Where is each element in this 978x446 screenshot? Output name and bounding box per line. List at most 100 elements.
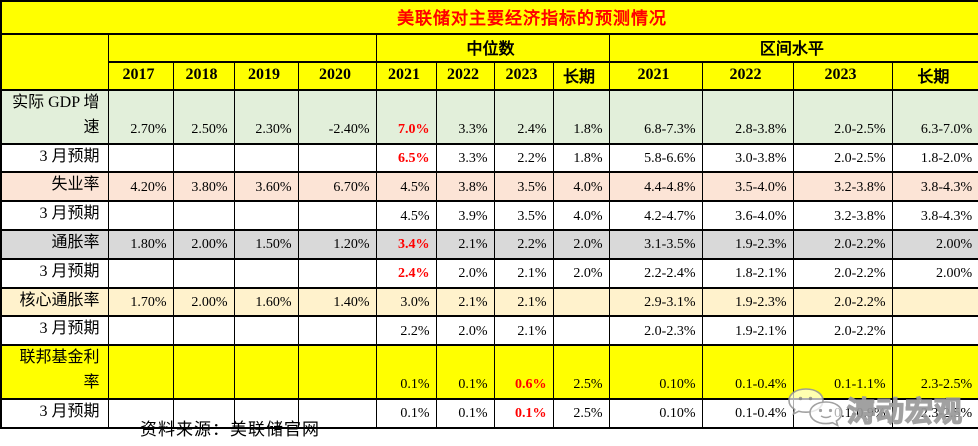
data-cell xyxy=(107,142,174,174)
data-cell: 2.70% xyxy=(107,89,174,145)
data-cell: 2.2% xyxy=(493,228,554,260)
data-cell: 4.0% xyxy=(552,171,610,203)
data-cell: 0.1-0.4% xyxy=(701,344,794,400)
data-cell: 2.8-3.8% xyxy=(701,89,794,145)
data-cell: 1.70% xyxy=(107,286,174,318)
data-cell: 2.2-2.4% xyxy=(608,257,703,289)
data-cell: 1.60% xyxy=(233,286,299,318)
data-cell xyxy=(233,315,299,347)
data-cell xyxy=(107,200,174,231)
data-cell xyxy=(552,286,610,318)
data-cell xyxy=(107,257,174,289)
data-cell: 2.3-2.5% xyxy=(891,397,978,429)
data-cell xyxy=(297,200,377,231)
data-cell: 3.8-4.3% xyxy=(891,171,978,203)
data-cell: 3.60% xyxy=(233,171,299,203)
data-cell: 6.70% xyxy=(297,171,377,203)
data-cell: 2.0-2.5% xyxy=(792,89,893,145)
row-label: 3 月预期 xyxy=(0,315,109,347)
data-cell: 2.0% xyxy=(435,257,495,289)
data-cell xyxy=(172,315,235,347)
range-group-header: 区间水平 xyxy=(608,33,978,63)
data-cell: 2.1% xyxy=(435,228,495,260)
data-cell: 4.20% xyxy=(107,171,174,203)
data-cell: 0.10% xyxy=(608,397,703,429)
year-header: 2018 xyxy=(172,61,235,91)
data-cell: 3.8% xyxy=(435,171,495,203)
data-cell: 1.8% xyxy=(552,142,610,174)
data-cell xyxy=(172,142,235,174)
table-row: 核心通胀率 1.70% 2.00% 1.60% 1.40% 3.0% 2.1% 2.1% 2.9… xyxy=(0,286,978,318)
data-cell: 1.20% xyxy=(297,228,377,260)
table-row: 3 月预期 4.5% 3.9% 3.5% 4.0% 4.2-4.7% 3.6-4.0% 3.2… xyxy=(0,200,978,231)
data-cell xyxy=(107,344,174,400)
data-cell: 2.3-2.5% xyxy=(891,344,978,400)
data-cell xyxy=(297,257,377,289)
data-cell: 1.8-2.1% xyxy=(701,257,794,289)
data-cell: 0.1% xyxy=(375,344,437,400)
data-cell xyxy=(233,257,299,289)
data-cell: 3.5% xyxy=(493,171,554,203)
data-cell: 0.6% xyxy=(493,344,554,400)
year-header: 长期 xyxy=(552,61,610,91)
data-cell: 1.8-2.0% xyxy=(891,142,978,174)
data-cell: 3.80% xyxy=(172,171,235,203)
year-header: 2017 xyxy=(107,61,174,91)
row-label: 核心通胀率 xyxy=(0,286,109,318)
data-cell: 0.1-1.1% xyxy=(792,344,893,400)
data-cell: 2.9-3.1% xyxy=(608,286,703,318)
year-header: 2022 xyxy=(435,61,495,91)
data-cell: 2.1% xyxy=(435,286,495,318)
data-cell: 2.00% xyxy=(891,257,978,289)
data-cell: 3.5-4.0% xyxy=(701,171,794,203)
data-cell xyxy=(297,142,377,174)
data-cell: 2.2% xyxy=(493,142,554,174)
data-cell: 2.00% xyxy=(172,286,235,318)
data-cell: 0.1% xyxy=(435,344,495,400)
year-header: 2020 xyxy=(297,61,377,91)
data-cell: -2.40% xyxy=(297,89,377,145)
fed-forecast-table: 美联储对主要经济指标的预测情况 中位数 区间水平 2017 2018 2019 202… xyxy=(0,0,978,429)
median-group-header: 中位数 xyxy=(375,33,610,63)
data-cell xyxy=(233,344,299,400)
data-cell: 3.4% xyxy=(375,228,437,260)
data-cell: 2.1% xyxy=(493,257,554,289)
data-cell xyxy=(172,200,235,231)
year-header: 2023 xyxy=(493,61,554,91)
data-cell: 2.4% xyxy=(493,89,554,145)
data-cell: 2.30% xyxy=(233,89,299,145)
table-row: 3 月预期 2.4% 2.0% 2.1% 2.0% 2.2-2.4% 1.8-2.1% 2.0… xyxy=(0,257,978,289)
data-cell: 4.5% xyxy=(375,200,437,231)
data-cell xyxy=(172,257,235,289)
data-cell: 0.10% xyxy=(608,344,703,400)
data-cell: 3.6-4.0% xyxy=(701,200,794,231)
data-cell: 1.40% xyxy=(297,286,377,318)
data-cell: 7.0% xyxy=(375,89,437,145)
data-cell: 2.1% xyxy=(493,315,554,347)
table-row: 实际 GDP 增速 2.70% 2.50% 2.30% -2.40% 7.0% 3.3% 2.… xyxy=(0,89,978,145)
table-row: 失业率 4.20% 3.80% 3.60% 6.70% 4.5% 3.8% 3.5% 4.0% 4… xyxy=(0,171,978,203)
row-label: 3 月预期 xyxy=(0,397,109,429)
year-header: 长期 xyxy=(891,61,978,91)
data-cell: 3.8-4.3% xyxy=(891,200,978,231)
group-header-row: 中位数 区间水平 xyxy=(0,33,978,91)
table-row: 联邦基金利率 0.1% 0.1% 0.6% 2.5% 0.10% 0.1-0.4% 0.1-1… xyxy=(0,344,978,400)
row-label: 联邦基金利率 xyxy=(0,344,109,400)
data-cell: 1.9-2.1% xyxy=(701,315,794,347)
corner-cell xyxy=(0,33,109,91)
data-cell: 2.2% xyxy=(375,315,437,347)
data-cell xyxy=(891,286,978,318)
data-cell: 2.5% xyxy=(552,397,610,429)
data-cell: 6.8-7.3% xyxy=(608,89,703,145)
data-cell: 0.1-0.4% xyxy=(701,397,794,429)
table-title: 美联储对主要经济指标的预测情况 xyxy=(0,0,978,35)
data-cell: 0.1% xyxy=(493,397,554,429)
data-cell: 4.5% xyxy=(375,171,437,203)
data-cell: 1.8% xyxy=(552,89,610,145)
data-cell: 0.1% xyxy=(435,397,495,429)
data-cell: 6.5% xyxy=(375,142,437,174)
data-cell: 4.4-4.8% xyxy=(608,171,703,203)
row-label: 实际 GDP 增速 xyxy=(0,89,109,145)
data-cell: 2.50% xyxy=(172,89,235,145)
data-cell: 2.0% xyxy=(552,257,610,289)
